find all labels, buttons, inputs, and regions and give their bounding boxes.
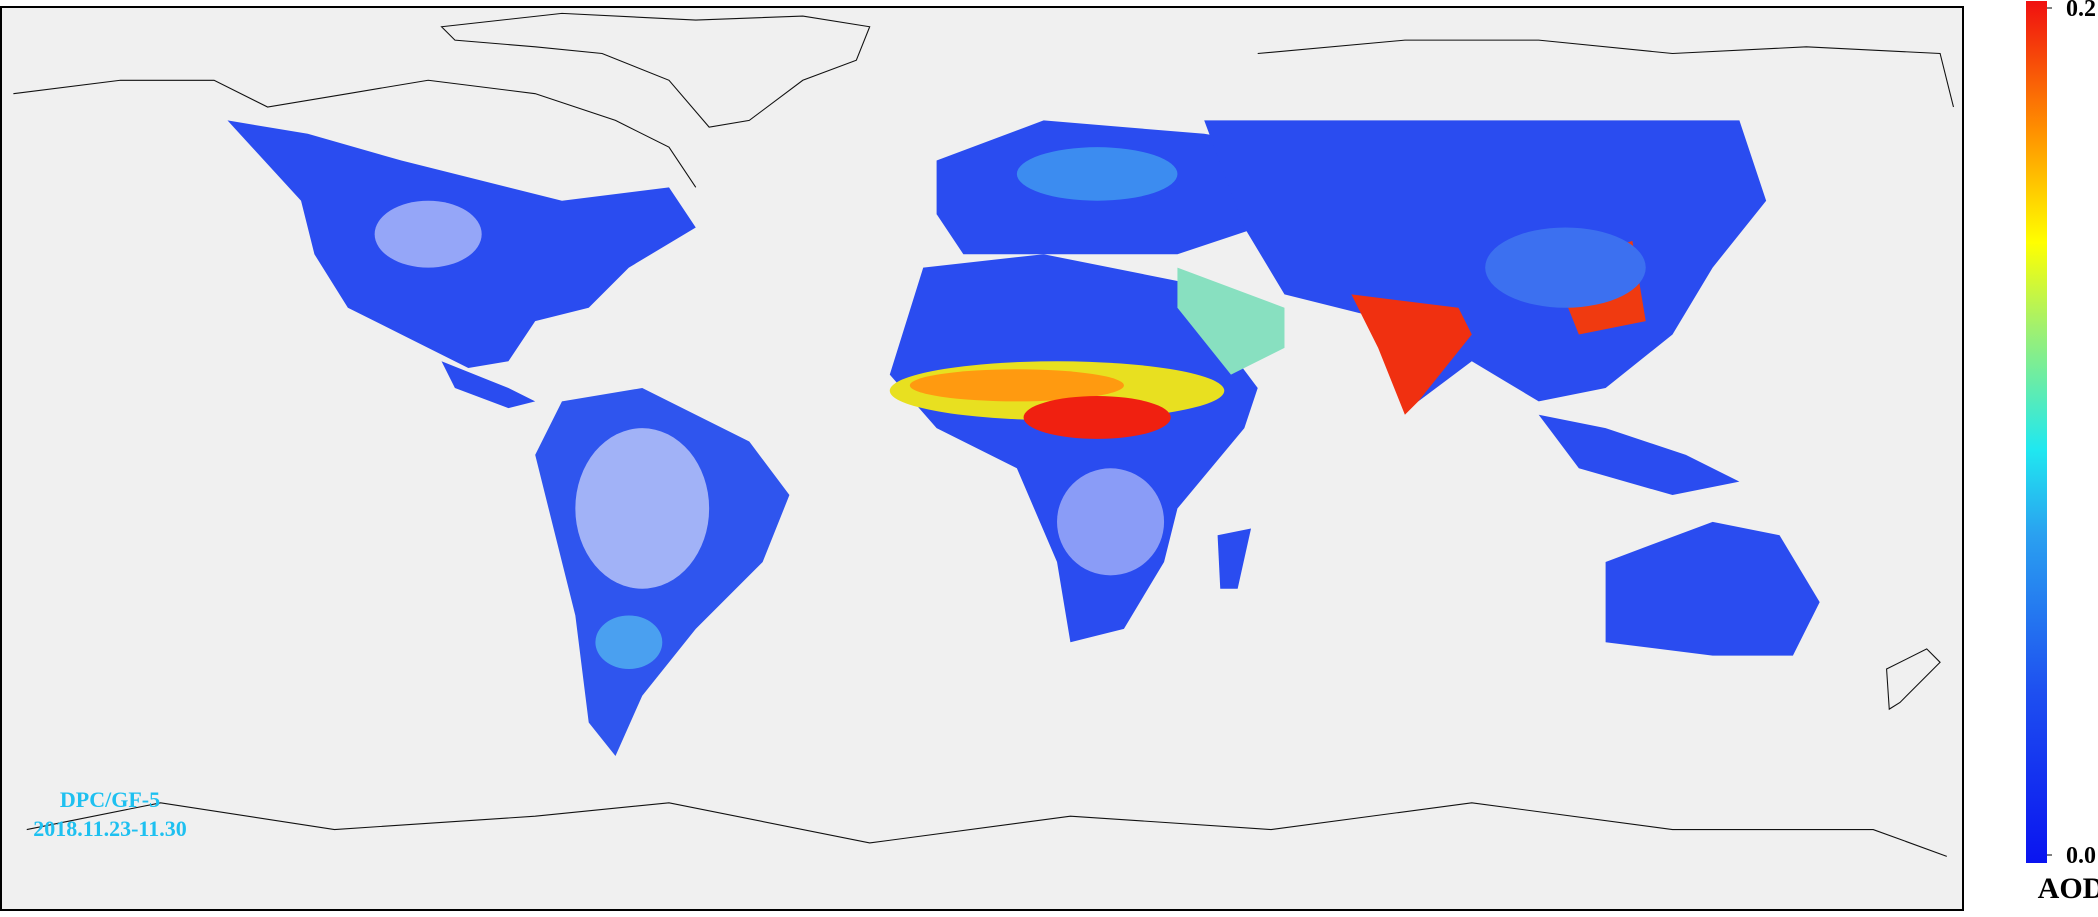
date-label: 2018.11.23-11.30 — [33, 816, 186, 841]
colorbar-tick-label: 0.2 — [2066, 0, 2096, 22]
aod-field — [227, 120, 1820, 756]
colorbar-label: AODf — [2038, 872, 2098, 905]
source-label: DPC/GF-5 — [60, 787, 160, 812]
colorbar — [2026, 1, 2047, 863]
colorbar-tick-label: 0.0 — [2066, 843, 2096, 869]
coastlines — [13, 12, 1954, 857]
map-layer — [13, 12, 1954, 857]
